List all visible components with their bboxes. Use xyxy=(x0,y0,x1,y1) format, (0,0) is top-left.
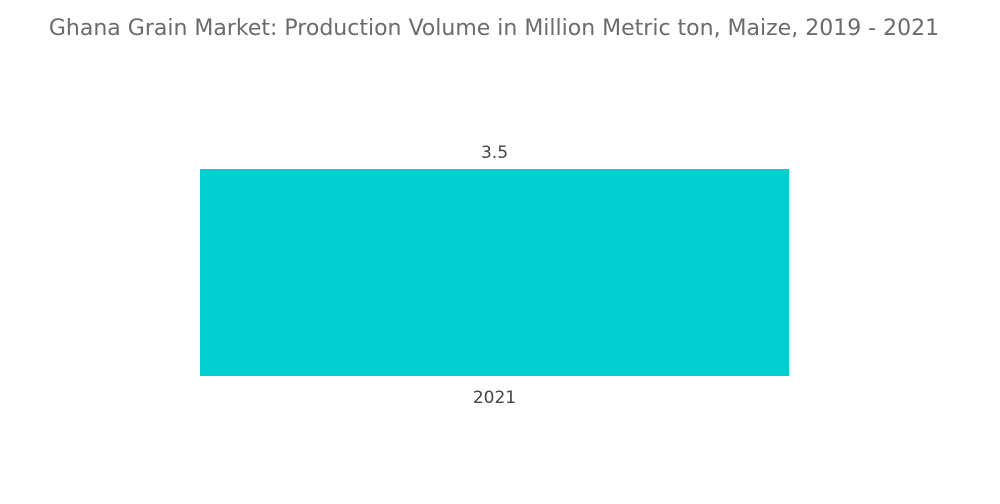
chart-title: Ghana Grain Market: Production Volume in… xyxy=(48,16,940,41)
bars-layer xyxy=(200,169,789,376)
bar-2021 xyxy=(200,169,789,376)
labels-layer: 3.5 2021 xyxy=(473,143,516,408)
data-label-2021: 3.5 xyxy=(481,143,508,163)
x-tick-label-2021: 2021 xyxy=(473,388,516,408)
